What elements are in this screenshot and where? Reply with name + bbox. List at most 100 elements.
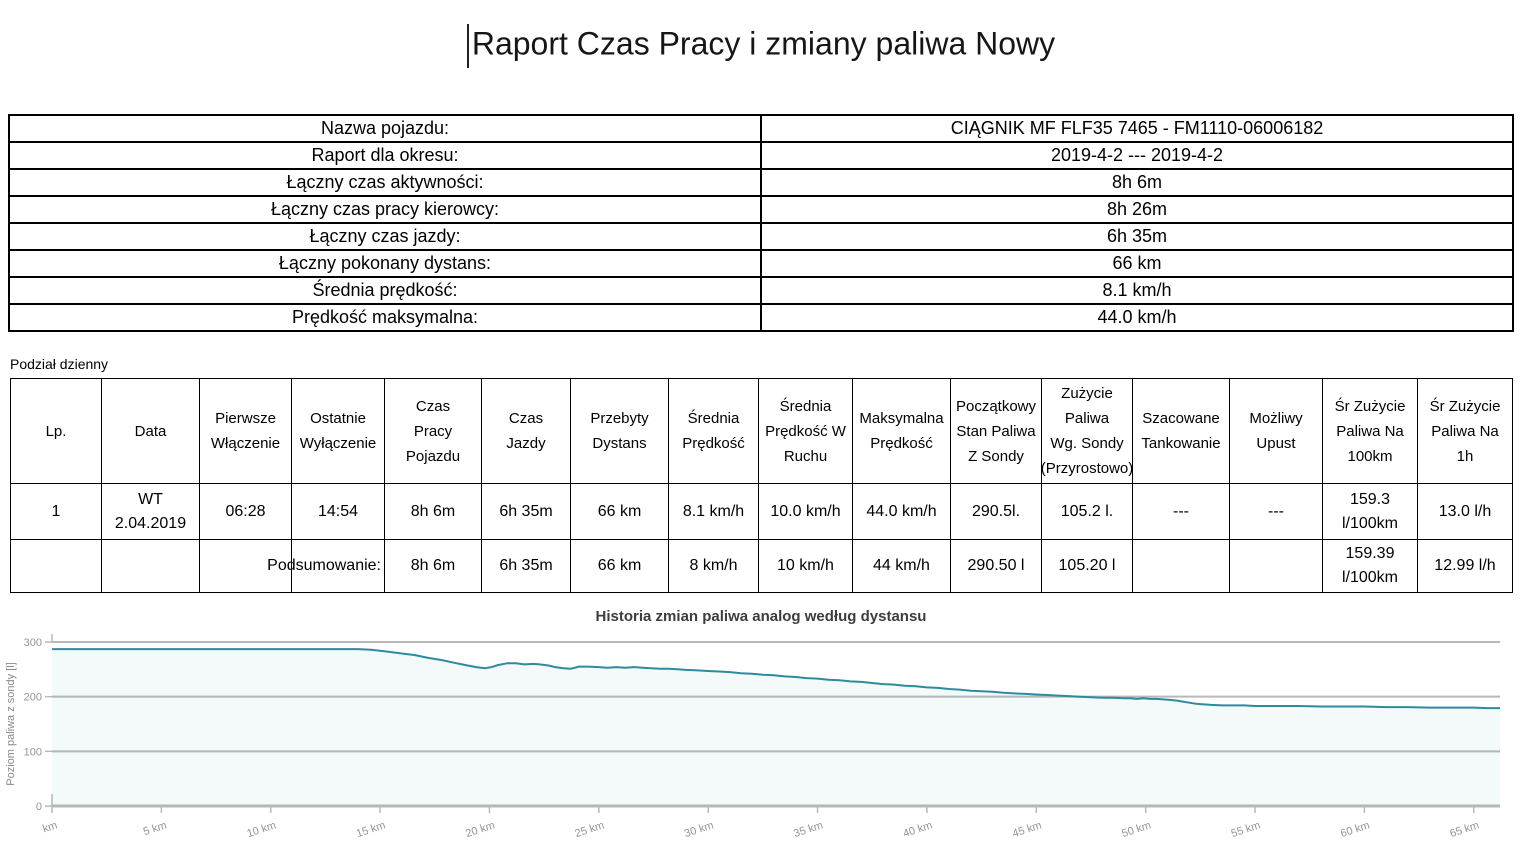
summary-row-3: Łączny czas pracy kierowcy: 8h 26m [8,195,1514,224]
summary-label: Raport dla okresu: [8,141,762,170]
daily-summary-value-cell [1132,539,1230,593]
text-cursor [466,24,469,68]
x-tick-label-25: 25 km [574,819,606,840]
daily-summary-empty-cell [10,539,102,593]
cell-line: Przebyty [590,410,649,427]
section-label-daily-breakdown: Podział dzienny [10,356,109,372]
x-tick-label-10: 10 km [245,819,277,840]
cell-line: Zużycie [1061,385,1113,402]
daily-cell: 14:54 [291,483,385,540]
fuel-history-chart: 0 100 200 300 km 5 km 10 km 15 km 20 km 25 km 30 k… [5,634,1500,840]
summary-value: 8h 26m [760,195,1514,224]
summary-value: 44.0 km/h [760,303,1514,332]
daily-header-cell-4: Czas Pracy Pojazdu [384,378,482,484]
cell-line: Możliwy [1249,410,1303,427]
y-tick-label-200: 200 [24,692,42,704]
cell-line: Stan Paliwa [956,422,1036,440]
cell-line: WT [138,490,163,508]
daily-header-cell-12: Szacowane Tankowanie [1132,378,1230,484]
daily-cell: 1 [10,483,102,540]
summary-label: Łączny czas pracy kierowcy: [8,195,762,224]
x-tick-label-35: 35 km [792,819,824,840]
daily-header-cell-8: Średnia Prędkość W Ruchu [758,378,853,484]
y-tick-label-300: 300 [24,637,42,649]
cell-line: 100km [1347,447,1393,465]
daily-header-cell-2: Pierwsze Włączenie [199,378,292,484]
daily-cell: WT 2.04.2019 [101,483,200,540]
fuel-line [52,648,1500,710]
cell-line: Paliwa [1064,410,1110,427]
cell-line: Paliwa Na [1431,422,1499,440]
summary-row-6: Średnia prędkość: 8.1 km/h [8,276,1514,305]
daily-summary-value-cell: 10 km/h [758,539,853,593]
cell-line: Początkowy [955,397,1037,415]
summary-value: 66 km [760,249,1514,278]
daily-summary-empty-cell [101,539,200,593]
cell-line: l/100km [1341,514,1399,532]
chart-title: Historia zmian paliwa analog według dyst… [595,608,927,625]
cell-line: Paliwa Na [1336,422,1404,440]
cell-line: Czas [508,410,544,427]
cell-line: Szacowane [1142,410,1220,427]
daily-cell: --- [1229,483,1323,540]
daily-summary-empty-cell [199,539,292,593]
daily-header-cell-0: Lp. [10,378,102,484]
cell-line: l/100km [1341,569,1399,586]
summary-label: Łączny pokonany dystans: [8,249,762,278]
daily-cell: 290.5l. [950,483,1042,540]
cell-line: 1h [1456,447,1474,465]
cell-line: Dystans [592,435,647,452]
daily-header-cell-9: Maksymalna Prędkość [852,378,951,484]
daily-cell: 44.0 km/h [852,483,951,540]
daily-header-cell-5: Czas Jazdy [481,378,571,484]
cell-line: (Przyrostowo) [1040,460,1134,477]
x-tick-label-65: 65 km [1448,819,1480,840]
summary-table-body: Nazwa pojazdu: CIĄGNIK MF FLF35 7465 - FM… [8,114,1514,332]
summary-row-5: Łączny pokonany dystans: 66 km [8,249,1514,278]
daily-summary-value-cell: 6h 35m [481,539,571,593]
daily-header-cell-6: Przebyty Dystans [570,378,669,484]
summary-label: Średnia prędkość: [8,276,762,305]
cell-line: Pierwsze [215,410,276,427]
daily-cell: 13.0 l/h [1417,483,1513,540]
x-tick-label-40: 40 km [902,819,934,840]
x-tick-label-0: km [41,819,59,835]
daily-header-cell-10: Początkowy Stan Paliwa Z Sondy [950,378,1042,484]
cell-line: Prędkość [682,435,745,452]
cell-line: Wyłączenie [299,435,377,452]
cell-line: Upust [1256,435,1296,452]
page-title-text: Raport Czas Pracy i zmiany paliwa Nowy [471,25,1056,62]
y-tick-label-100: 100 [24,746,42,758]
summary-label: Łączny czas aktywności: [8,168,762,197]
cell-line: 159.3 [1349,490,1391,508]
daily-header-cell-7: Średnia Prędkość [668,378,759,484]
summary-row-4: Łączny czas jazdy: 6h 35m [8,222,1514,251]
daily-summary-value-cell: 66 km [570,539,669,593]
daily-summary-value-cell: 12.99 l/h [1417,539,1513,593]
daily-header-cell-3: Ostatnie Wyłączenie [291,378,385,484]
summary-value: 6h 35m [760,222,1514,251]
page-title: Raport Czas Pracy i zmiany paliwa Nowy [0,24,1522,68]
cell-line: Jazdy [506,435,546,452]
daily-cell: 10.0 km/h [758,483,853,540]
summary-label: Prędkość maksymalna: [8,303,762,332]
y-axis-label: Poziom paliwa z sondy [l] [5,662,17,786]
y-tick-label-0: 0 [36,801,42,813]
daily-header-row: Lp. Data Pierwsze Włączenie Ostatnie Wyłączen… [10,378,1513,484]
cell-line: 2.04.2019 [114,514,187,532]
cell-line: Prędkość W [765,422,846,440]
daily-header-cell-11: Zużycie Paliwa Wg. Sondy (Przyrostowo) [1040,378,1134,484]
cell-line: Pojazdu [405,447,461,465]
cell-line: Lp. [45,422,67,440]
summary-row-1: Raport dla okresu: 2019-4-2 --- 2019-4-2 [8,141,1514,170]
x-tick-label-50: 50 km [1120,819,1152,840]
daily-summary-value-cell: 290.50 l [950,539,1042,593]
x-tick-label-5: 5 km [142,819,168,838]
summary-value: 8h 6m [760,168,1514,197]
summary-row-0: Nazwa pojazdu: CIĄGNIK MF FLF35 7465 - FM… [8,114,1514,143]
cell-line: Czas [415,397,451,415]
summary-value: CIĄGNIK MF FLF35 7465 - FM1110-06006182 [760,114,1514,143]
cell-line: Średnia [687,410,740,427]
daily-summary-value-cell: 44 km/h [852,539,951,593]
summary-label: Nazwa pojazdu: [8,114,762,143]
